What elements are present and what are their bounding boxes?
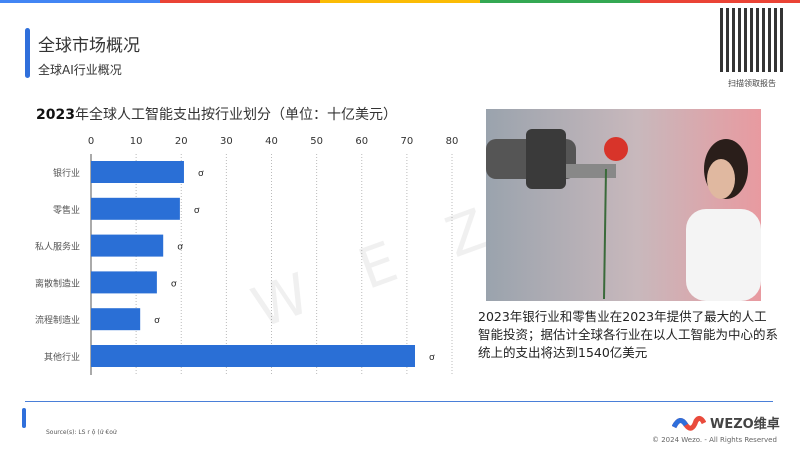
x-tick-label: 70 [401, 136, 414, 147]
page-subtitle: 全球AI行业概况 [38, 63, 122, 77]
qr-code[interactable] [720, 8, 784, 72]
data-label: ơ [154, 316, 160, 326]
data-label: ơ [429, 353, 435, 363]
data-label: ơ [194, 206, 200, 216]
bar [91, 234, 164, 257]
y-tick-label: 其他行业 [44, 351, 80, 363]
strip-segment [640, 0, 800, 3]
x-tick-label: 40 [265, 136, 278, 147]
y-tick-label: 离散制造业 [35, 277, 80, 289]
y-tick-label: 私人服务业 [35, 241, 80, 253]
x-tick-label: 10 [130, 136, 143, 147]
robot-flower-photo [486, 109, 761, 301]
bar [91, 271, 157, 294]
strip-segment [320, 0, 480, 3]
data-label: ơ [177, 243, 183, 253]
y-tick-label: 流程制造业 [35, 314, 80, 326]
strip-segment [480, 0, 640, 3]
y-tick-label: 零售业 [53, 204, 80, 216]
bar [91, 161, 184, 183]
data-label: ơ [198, 169, 204, 179]
strip-segment [0, 0, 160, 3]
strip-segment [160, 0, 320, 3]
data-label: ơ [171, 279, 177, 289]
source-text: Source(s): LS r ộ (ứ €oử [46, 429, 117, 436]
wezo-logo-icon [672, 415, 706, 431]
copyright: © 2024 Wezo. - All Rights Reserved [652, 436, 777, 444]
caption: 2023年银行业和零售业在2023年提供了最大的人工智能投资；据估计全球各行业在… [478, 309, 779, 360]
qr-label: 扫描领取报告 [728, 79, 776, 88]
bar [91, 345, 415, 367]
title-accent [25, 28, 30, 78]
chart-title-year: 2023 [36, 107, 75, 123]
x-tick-label: 0 [88, 136, 94, 147]
bar [91, 308, 141, 331]
top-color-strip [0, 0, 800, 3]
page-title: 全球市场概况 [38, 36, 140, 56]
chart-title-text: 年全球人工智能支出按行业划分（单位：十亿美元） [74, 107, 397, 123]
chart-title: 2023年全球人工智能支出按行业划分（单位：十亿美元） [36, 104, 397, 124]
footer-divider [25, 401, 773, 402]
bar-chart: 0 10 20 30 40 50 60 70 80 银行业 ơ 零售业 ơ 私人服务业 ơ 离散制造业 ơ 流程制… [35, 136, 459, 375]
source-accent [22, 408, 26, 428]
x-tick-label: 50 [310, 136, 323, 147]
x-tick-label: 20 [175, 136, 188, 147]
bar [91, 197, 180, 220]
x-tick-label: 80 [446, 136, 459, 147]
x-tick-label: 30 [220, 136, 233, 147]
y-tick-label: 银行业 [53, 167, 80, 179]
logo-text: WEZO维卓 [710, 417, 780, 432]
x-tick-label: 60 [355, 136, 368, 147]
wezo-logo: WEZO维卓 [672, 413, 780, 432]
